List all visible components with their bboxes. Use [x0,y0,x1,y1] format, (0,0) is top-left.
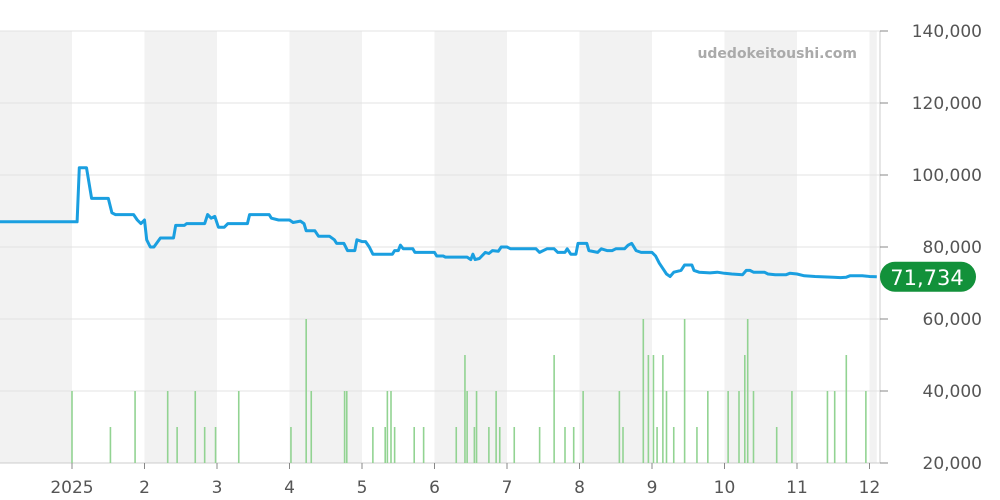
y-tick-label: 80,000 [923,238,982,258]
x-tick-label: 6 [429,478,440,498]
y-tick-label: 100,000 [912,166,982,186]
x-tick-label: 9 [647,478,658,498]
y-tick-label: 60,000 [923,310,982,330]
x-tick-label: 5 [357,478,368,498]
current-value-badge: 71,734 [880,261,976,292]
x-tick-label: 10 [714,478,736,498]
x-tick-label: 8 [574,478,585,498]
y-tick-label: 140,000 [912,22,982,42]
x-tick-label: 2 [139,478,150,498]
y-tick-label: 40,000 [923,382,982,402]
grid-lines [0,30,880,464]
price-line [0,166,877,280]
x-tick-label: 2025 [50,478,93,498]
x-axis: 2025 2 3 4 5 6 7 8 9 10 11 12 [50,463,880,498]
current-value-badge-bg [880,261,976,292]
watermark: udedokeitoushi.com [697,46,857,62]
x-tick-label: 3 [212,478,223,498]
x-tick-label: 12 [859,478,881,498]
x-tick-label: 11 [786,478,808,498]
volume-bars [71,319,867,463]
y-tick-label: 120,000 [912,94,982,114]
x-tick-label: 4 [284,478,295,498]
y-tick-label: 20,000 [923,454,982,474]
y-axis: 20,000 40,000 60,000 80,000 100,000 120,000 14… [880,22,982,474]
current-value-label: 71,734 [890,266,963,290]
x-tick-label: 7 [502,478,513,498]
